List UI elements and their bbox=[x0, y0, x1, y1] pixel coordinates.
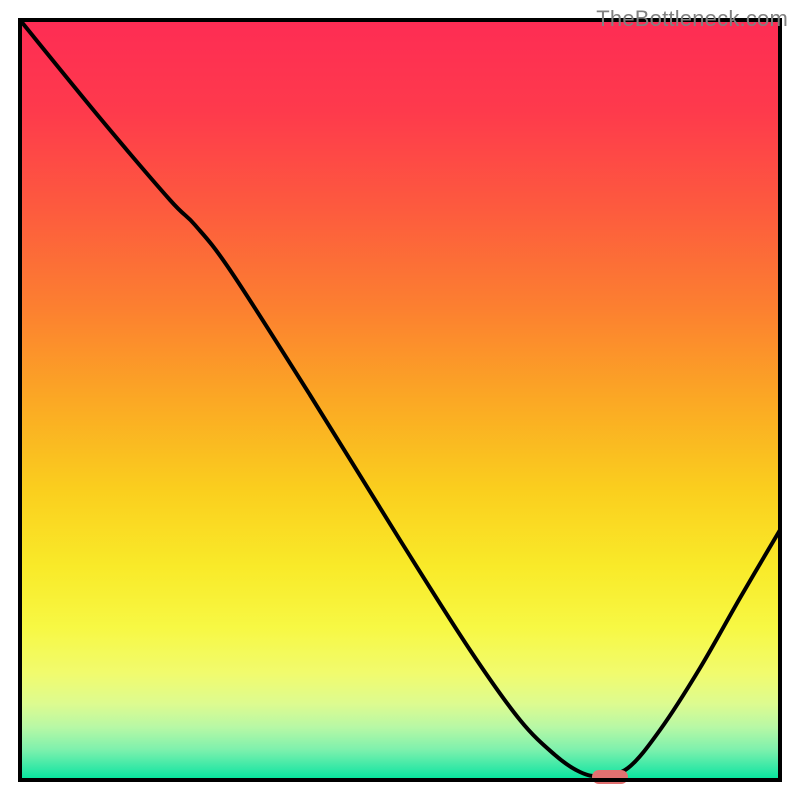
watermark-text: TheBottleneck.com bbox=[596, 6, 788, 32]
bottleneck-chart bbox=[0, 0, 800, 800]
gradient-background bbox=[20, 20, 780, 780]
chart-container bbox=[0, 0, 800, 800]
